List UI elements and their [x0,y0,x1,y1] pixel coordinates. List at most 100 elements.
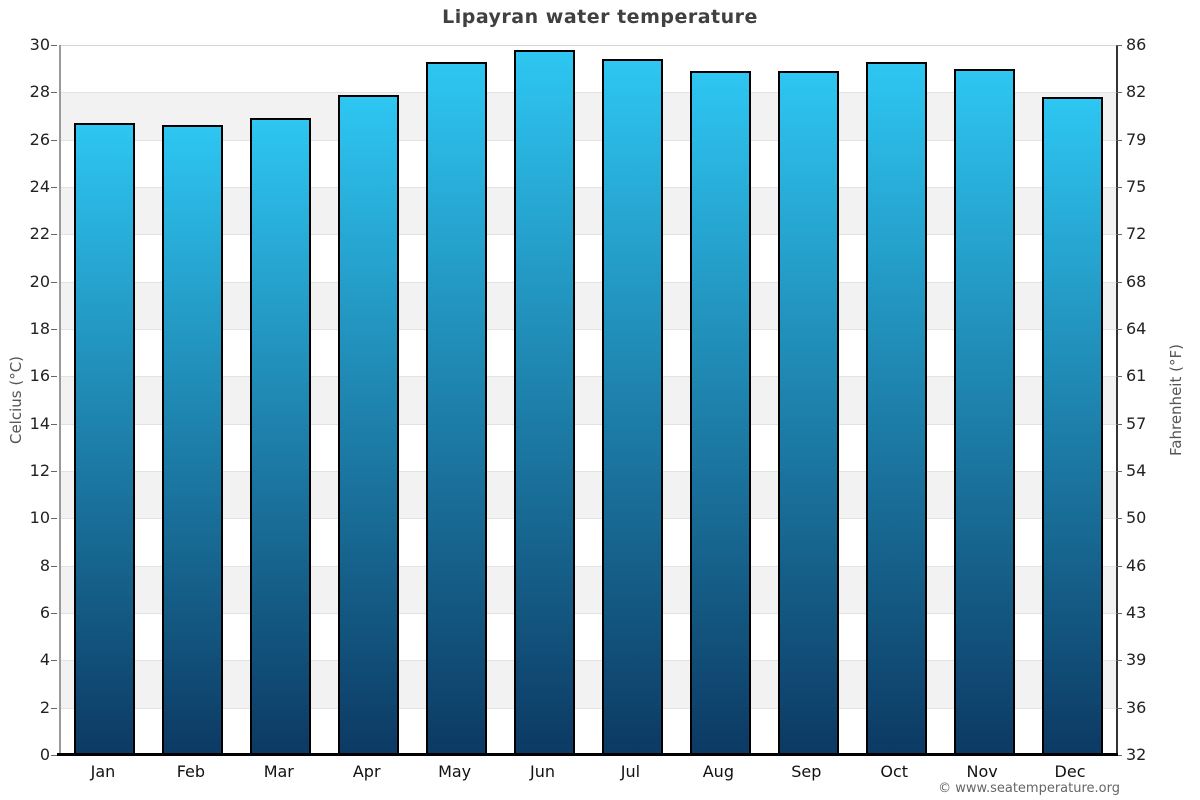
gridline [61,613,1116,614]
gridline [61,423,1116,425]
celsius-tick-20: 20 [29,271,50,291]
month-label-dec: Dec [1054,762,1086,781]
fahrenheit-tick-mark [1116,139,1122,141]
celsius-tick-mark [51,423,57,425]
background-band [61,281,1116,329]
bar-dec [1041,97,1103,755]
background-band [61,518,1116,566]
fahrenheit-tick-mark [1116,660,1122,662]
fahrenheit-tick-mark [1116,518,1122,520]
celsius-tick-mark [51,139,57,141]
fahrenheit-tick-72: 72 [1126,224,1147,244]
fahrenheit-tick-mark [1116,423,1122,425]
fahrenheit-tick-mark [1116,376,1122,378]
gridline [61,234,1116,236]
month-label-aug: Aug [702,762,734,781]
celsius-tick-mark [51,92,57,94]
bar-nov [953,68,1015,755]
fahrenheit-tick-mark [1116,471,1122,472]
background-band [61,376,1116,424]
fahrenheit-tick-mark [1116,565,1122,567]
background-band [61,45,1116,93]
month-label-mar: Mar [263,762,294,781]
month-label-apr: Apr [352,762,381,781]
fahrenheit-tick-86: 86 [1126,35,1147,54]
celsius-tick-mark [51,518,57,520]
fahrenheit-tick-54: 54 [1126,461,1147,480]
background-band [61,139,1116,187]
celsius-tick-18: 18 [29,319,50,338]
celsius-tick-mark [51,755,57,756]
gridline [61,471,1116,472]
fahrenheit-tick-mark [1116,613,1122,614]
month-label-jul: Jul [620,762,641,781]
fahrenheit-tick-mark [1116,187,1122,188]
bar-aug [689,71,751,755]
gridline [61,45,1116,46]
celsius-tick-28: 28 [29,82,50,102]
gridline [61,281,1116,283]
month-label-oct: Oct [880,762,909,781]
background-band [61,707,1116,755]
background-band [61,92,1116,140]
celsius-tick-6: 6 [39,603,50,622]
celsius-tick-mark [51,187,57,188]
gridline [61,707,1116,709]
bar-jun [514,49,576,755]
fahrenheit-tick-mark [1116,45,1122,46]
month-label-feb: Feb [176,762,206,781]
fahrenheit-tick-43: 43 [1126,603,1147,622]
fahrenheit-tick-61: 61 [1126,366,1147,386]
month-label-sep: Sep [791,762,822,781]
celsius-tick-4: 4 [39,650,50,670]
celsius-tick-mark [51,471,57,472]
celsius-tick-mark [51,707,57,709]
plot-area [59,45,1118,755]
fahrenheit-tick-50: 50 [1126,508,1147,528]
fahrenheit-tick-75: 75 [1126,177,1147,196]
month-label-may: May [438,762,472,781]
celsius-tick-mark [51,281,57,283]
background-band [61,234,1116,282]
copyright-text: © www.seatemperature.org [938,781,1120,796]
fahrenheit-tick-46: 46 [1126,555,1147,575]
fahrenheit-tick-57: 57 [1126,413,1147,433]
month-label-jun: Jun [530,762,556,781]
gridline [61,92,1116,94]
celsius-tick-mark [51,660,57,662]
celsius-tick-8: 8 [39,555,50,575]
fahrenheit-tick-mark [1116,707,1122,709]
gridline [61,139,1116,141]
chart-title: Lipayran water temperature [442,6,758,28]
fahrenheit-tick-64: 64 [1126,319,1147,338]
bar-oct [865,61,927,755]
gridline [61,187,1116,188]
gridline [61,376,1116,378]
fahrenheit-axis-title: Fahrenheit (°F) [1167,344,1186,456]
month-label-nov: Nov [966,762,998,781]
fahrenheit-tick-36: 36 [1126,697,1147,717]
fahrenheit-tick-mark [1116,755,1122,756]
fahrenheit-tick-mark [1116,234,1122,236]
bar-feb [162,125,224,755]
celsius-tick-mark [51,329,57,330]
gridline [61,518,1116,520]
celsius-tick-mark [51,613,57,614]
fahrenheit-tick-39: 39 [1126,650,1147,670]
background-band [61,423,1116,471]
fahrenheit-tick-32: 32 [1126,745,1147,764]
celsius-tick-14: 14 [29,413,50,433]
background-band [61,329,1116,377]
celsius-tick-mark [51,565,57,567]
bar-may [426,61,488,755]
background-band [61,471,1116,519]
bar-mar [250,118,312,755]
celsius-tick-0: 0 [39,745,50,764]
celsius-tick-22: 22 [29,224,50,244]
month-label-jan: Jan [90,762,116,781]
celsius-tick-10: 10 [29,508,50,528]
background-band [61,613,1116,661]
celsius-tick-24: 24 [29,177,50,196]
celsius-tick-12: 12 [29,461,50,480]
